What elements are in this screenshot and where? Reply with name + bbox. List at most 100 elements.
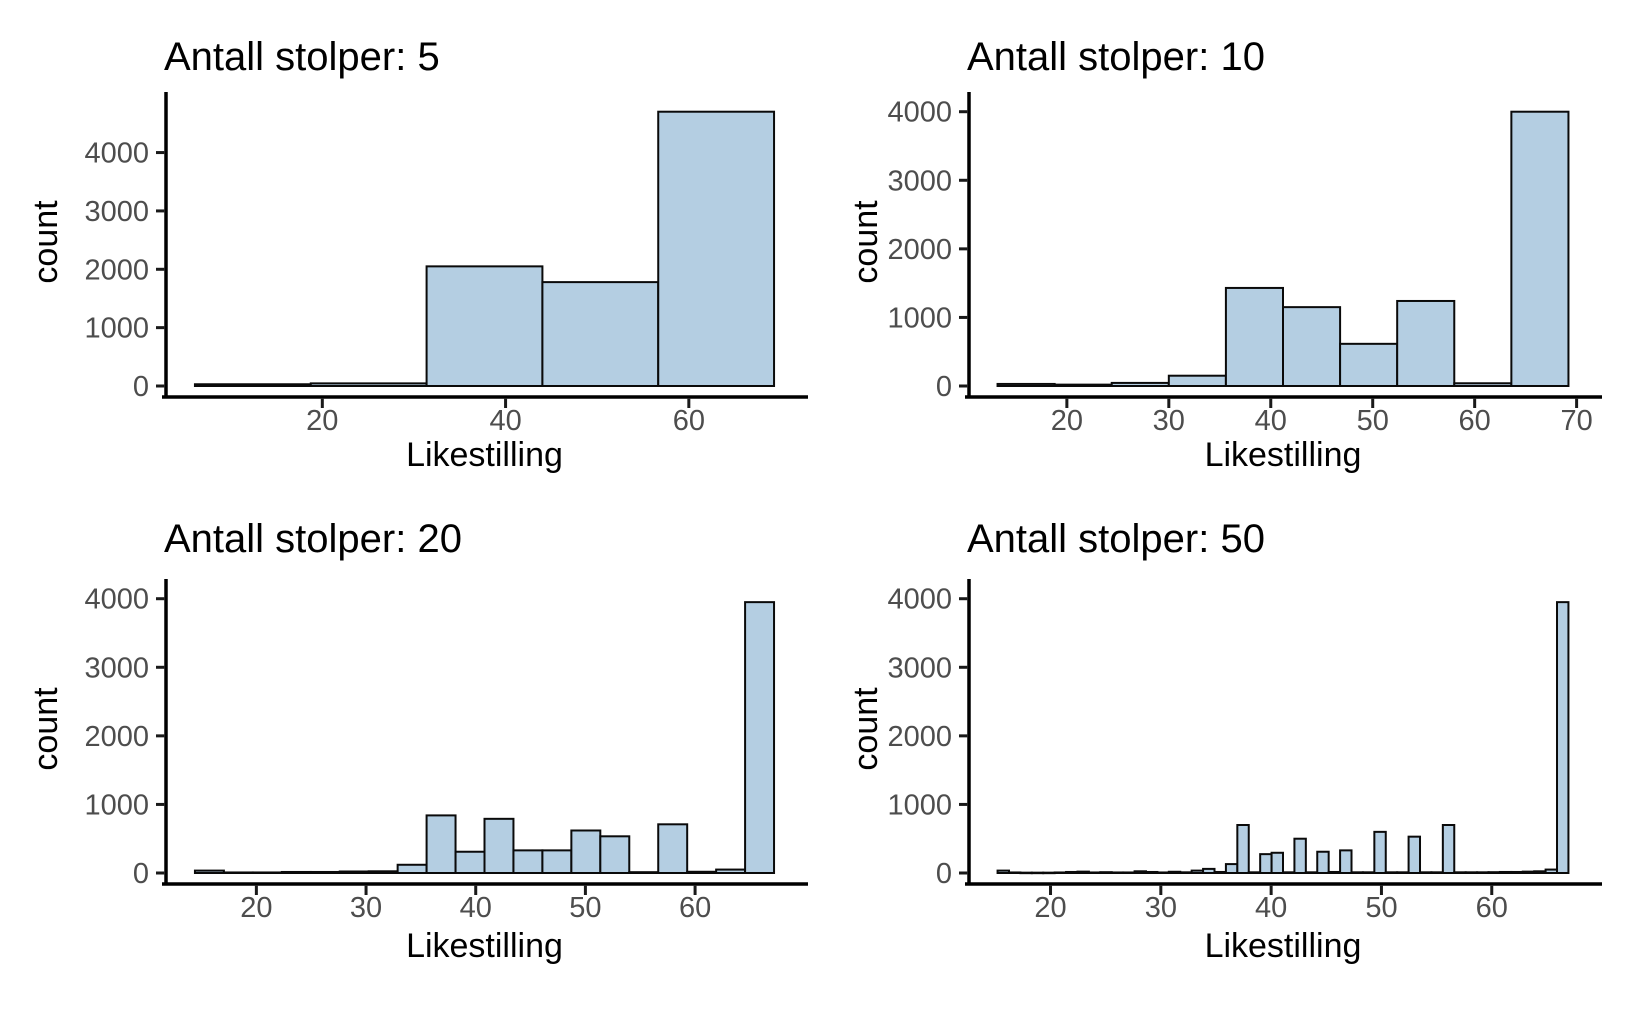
- x-tick-label: 60: [1459, 405, 1491, 437]
- x-axis-title: Likestilling: [1205, 436, 1362, 474]
- histogram-bar: [715, 868, 747, 875]
- histogram-panel-antall-20: 20 30 40 50 60 0 1000 2000 3000 4000 Antall stolpe…: [0, 500, 820, 1017]
- histogram-bar: [1144, 870, 1159, 875]
- histogram-bar: [512, 849, 544, 874]
- y-tick-label: 1000: [84, 789, 149, 821]
- y-tick-label: 0: [936, 858, 952, 890]
- histogram-bar: [1464, 871, 1479, 874]
- histogram-bar: [1270, 851, 1284, 874]
- histogram-svg-antall-5: 20 40 60 0 1000 2000 3000 4000 Antall stolper: 5…: [27, 35, 808, 474]
- histogram-bar: [193, 383, 312, 387]
- histogram-bar: [1202, 867, 1216, 875]
- histogram-bar: [280, 870, 312, 875]
- histogram-bar: [1396, 871, 1410, 874]
- histogram-bar: [1396, 299, 1456, 387]
- histogram-bar: [396, 863, 428, 874]
- histogram-bar: [1510, 110, 1570, 388]
- histogram-bar: [193, 869, 225, 875]
- histogram-bar: [541, 281, 660, 387]
- x-tick-label: 30: [350, 892, 382, 924]
- y-axis-title: count: [27, 200, 65, 284]
- histogram-bar: [1224, 863, 1239, 874]
- histogram-bar: [483, 817, 515, 874]
- histogram-bar: [1316, 850, 1330, 874]
- histogram-bar: [1065, 870, 1079, 875]
- histogram-bar: [1019, 871, 1033, 875]
- x-tick-label: 60: [679, 892, 711, 924]
- histogram-bar: [1510, 870, 1524, 875]
- histogram-bar: [1030, 871, 1045, 875]
- histogram-bar: [1179, 871, 1193, 874]
- histogram-svg-antall-50: 20 30 40 50 60 0 1000 2000 3000 4000 Antall stolpe…: [847, 517, 1602, 965]
- x-tick-label: 20: [1051, 405, 1083, 437]
- y-tick-label: 4000: [84, 584, 149, 616]
- panel-title: Antall stolper: 5: [164, 35, 440, 79]
- histogram-bar: [1304, 871, 1319, 874]
- histogram-bar: [1407, 835, 1422, 875]
- panel-title: Antall stolper: 10: [967, 35, 1265, 79]
- histogram-bar: [1476, 871, 1490, 874]
- x-tick-label: 40: [460, 892, 492, 924]
- histogram-bar: [1441, 824, 1456, 874]
- histogram-bar: [996, 869, 1010, 875]
- x-tick-label: 40: [1255, 892, 1287, 924]
- y-axis-title: count: [847, 687, 885, 771]
- x-axis-title: Likestilling: [406, 436, 563, 474]
- y-axis-title: count: [847, 200, 885, 284]
- histogram-bar: [1110, 871, 1125, 875]
- histogram-bar: [1259, 853, 1273, 875]
- histogram-bar: [1282, 871, 1296, 874]
- panel-title: Antall stolper: 20: [164, 517, 462, 561]
- panel-title: Antall stolper: 50: [967, 517, 1265, 561]
- histogram-bar: [1110, 381, 1170, 388]
- histogram-bar: [1087, 871, 1102, 875]
- histogram-bar: [309, 870, 341, 875]
- histogram-bar: [1384, 871, 1399, 874]
- histogram-bar: [744, 601, 776, 874]
- histogram-bar: [1007, 871, 1022, 875]
- histogram-panel-antall-10: 20 30 40 50 60 70 0 1000 2000 3000 4000 Antall stol…: [820, 0, 1645, 500]
- histogram-bar: [1213, 870, 1227, 875]
- histogram-bar: [686, 870, 718, 874]
- histogram-bar: [1156, 871, 1170, 875]
- y-tick-label: 2000: [84, 254, 149, 286]
- y-tick-label: 3000: [887, 652, 952, 684]
- x-tick-label: 50: [1365, 892, 1397, 924]
- histogram-bar: [1533, 870, 1547, 875]
- histogram-bar: [628, 871, 660, 874]
- y-tick-label: 4000: [887, 584, 952, 616]
- histogram-bar: [1339, 849, 1353, 874]
- x-axis-title: Likestilling: [1205, 927, 1362, 965]
- histogram-bar: [1224, 286, 1285, 387]
- histogram-bar: [1453, 871, 1467, 874]
- y-tick-label: 4000: [887, 97, 952, 129]
- histogram-panel-antall-50: 20 30 40 50 60 0 1000 2000 3000 4000 Antall stolpe…: [820, 500, 1645, 1017]
- y-tick-label: 1000: [887, 302, 952, 334]
- x-tick-label: 20: [1034, 892, 1066, 924]
- y-tick-label: 1000: [887, 789, 952, 821]
- histogram-bar: [454, 850, 486, 874]
- histogram-bar: [996, 382, 1056, 388]
- histogram-bar: [1247, 871, 1262, 874]
- histogram-bar: [1327, 870, 1342, 875]
- histogram-bar: [1053, 383, 1113, 388]
- histogram-bar: [1430, 871, 1444, 874]
- histogram-bar: [1042, 871, 1056, 875]
- x-tick-label: 40: [489, 405, 521, 437]
- histogram-bar: [251, 871, 283, 875]
- histogram-panel-antall-5: 20 40 60 0 1000 2000 3000 4000 Antall stolper: 5…: [0, 0, 820, 500]
- histogram-bar: [1361, 871, 1376, 874]
- histogram-bar: [1122, 871, 1136, 875]
- histogram-bar: [222, 871, 254, 875]
- y-tick-label: 2000: [887, 721, 952, 753]
- y-tick-label: 0: [936, 371, 952, 403]
- histogram-bar: [1293, 837, 1307, 874]
- y-axis-title: count: [27, 687, 65, 771]
- histogram-svg-antall-20: 20 30 40 50 60 0 1000 2000 3000 4000 Antall stolpe…: [27, 517, 808, 965]
- histogram-bar: [1167, 374, 1227, 387]
- x-tick-label: 50: [569, 892, 601, 924]
- histogram-bar: [657, 823, 689, 874]
- x-tick-label: 70: [1560, 405, 1592, 437]
- histogram-bar: [1544, 868, 1559, 875]
